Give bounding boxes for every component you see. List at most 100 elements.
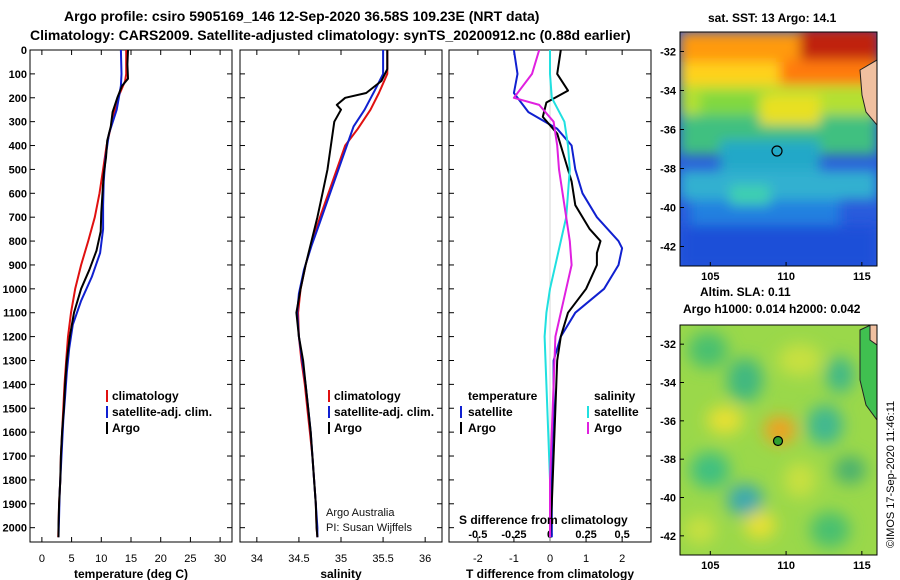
y-tick-label: 200: [9, 93, 27, 105]
legend-header-salinity: salinity: [594, 389, 636, 403]
series-line-climatology: [57, 50, 128, 538]
x-tick-label: 2: [619, 553, 625, 565]
y-tick-label: 700: [9, 212, 27, 224]
map-y-tick-label: -32: [660, 339, 676, 351]
series-line-satellite-temperature-: [512, 50, 624, 538]
x-tick-label: 0: [39, 553, 45, 565]
map-y-tick-label: -42: [660, 531, 676, 543]
sla-map-panel: Altim. SLA: 0.11 Argo h1000: 0.014 h2000…: [660, 285, 878, 572]
y-tick-label: 1200: [3, 332, 27, 344]
map-x-tick-label: 115: [853, 560, 871, 572]
legend-s-argo: Argo: [594, 421, 622, 435]
x-tick-label: 25: [184, 553, 196, 565]
legend-t-argo: Argo: [468, 421, 496, 435]
legend-t-satellite: satellite: [468, 405, 513, 419]
s-tick-label: -0.5: [468, 529, 487, 541]
map-y-tick-label: -38: [660, 454, 676, 466]
s-tick-label: -0.25: [501, 529, 526, 541]
x-tick-label: 34: [251, 553, 263, 565]
y-tick-label: 100: [9, 69, 27, 81]
map-x-tick-label: 110: [777, 560, 795, 572]
x-tick-label: 30: [214, 553, 226, 565]
series-line-satellite-salinity-: [543, 50, 571, 538]
y-tick-label: 0: [21, 45, 27, 57]
sst-map-panel: sat. SST: 13 Argo: 14.1 105 110 1: [660, 11, 878, 283]
s-difference-label: S difference from climatology: [459, 513, 628, 527]
y-tick-label: 800: [9, 236, 27, 248]
imos-watermark: ©IMOS 17-Sep-2020 11:46:11: [885, 401, 897, 548]
figure-title-line1: Argo profile: csiro 5905169_146 12-Sep-2…: [64, 8, 539, 24]
s-tick-label: 0.25: [575, 529, 596, 541]
y-tick-label: 1600: [3, 427, 27, 439]
series-line-argo: [57, 50, 129, 538]
figure-title-line2: Climatology: CARS2009. Satellite-adjuste…: [30, 27, 631, 43]
legend-climatology: climatology: [112, 389, 179, 403]
y-tick-label: 1700: [3, 451, 27, 463]
sla-argo-marker: [772, 435, 784, 447]
s-tick-label: 0.5: [614, 529, 629, 541]
sla-map-title: Argo h1000: 0.014 h2000: 0.042: [683, 302, 861, 316]
plot-frame: [239, 49, 443, 543]
map-y-tick-label: -40: [660, 493, 676, 505]
x-tick-label: -1: [509, 553, 519, 565]
x-tick-label: -2: [473, 553, 483, 565]
annotation-argo-australia: Argo Australia: [326, 507, 395, 519]
x-tick-label: 35.5: [372, 553, 393, 565]
series-line-satellite-adj-clim-: [296, 50, 385, 538]
y-tick-label: 300: [9, 117, 27, 129]
x-axis-label: salinity: [320, 567, 362, 580]
map-x-tick-label: 110: [777, 271, 795, 283]
x-tick-label: 35: [335, 553, 347, 565]
y-tick-label: 1900: [3, 499, 27, 511]
map-y-tick-label: -32: [660, 47, 676, 59]
y-tick-label: 500: [9, 164, 27, 176]
series-line-argo-salinity-: [512, 50, 573, 538]
map-y-tick-label: -40: [660, 203, 676, 215]
x-axis-label: temperature (deg C): [74, 567, 188, 580]
map-y-tick-label: -36: [660, 125, 676, 137]
map-x-tick-label: 115: [853, 271, 871, 283]
map-x-tick-label: 105: [701, 560, 719, 572]
y-tick-label: 1300: [3, 355, 27, 367]
y-tick-label: 1100: [3, 308, 27, 320]
y-tick-label: 1500: [3, 403, 27, 415]
y-tick-label: 400: [9, 141, 27, 153]
legend-climatology: climatology: [334, 389, 401, 403]
y-tick-label: 900: [9, 260, 27, 272]
annotation-pi: PI: Susan Wijffels: [326, 522, 412, 534]
x-tick-label: 1: [583, 553, 589, 565]
map-y-tick-label: -38: [660, 164, 676, 176]
y-tick-label: 1400: [3, 379, 27, 391]
y-tick-label: 1800: [3, 475, 27, 487]
y-tick-label: 600: [9, 188, 27, 200]
x-tick-label: 34.5: [288, 553, 309, 565]
x-tick-label: 15: [125, 553, 137, 565]
x-tick-label: 0: [547, 553, 553, 565]
x-tick-label: 20: [155, 553, 167, 565]
legend-s-satellite: satellite: [594, 405, 639, 419]
x-tick-label: 10: [95, 553, 107, 565]
legend-argo: Argo: [112, 421, 140, 435]
map-y-tick-label: -42: [660, 242, 676, 254]
sla-map-subtitle: Altim. SLA: 0.11: [700, 285, 791, 299]
x-tick-label: 36: [419, 553, 431, 565]
legend-satellite-adj: satellite-adj. clim.: [334, 405, 434, 419]
legend-header-temperature: temperature: [468, 389, 538, 403]
map-y-tick-label: -34: [660, 86, 677, 98]
temperature-profile-panel: 0100200300400500600700800900100011001200…: [3, 45, 233, 580]
difference-legend: temperature salinity satellite Argo sate…: [459, 389, 639, 527]
series-line-climatology: [297, 50, 389, 538]
y-tick-label: 1000: [3, 284, 27, 296]
temperature-legend: climatology satellite-adj. clim. Argo: [106, 389, 212, 435]
sst-heatmap: [680, 32, 877, 266]
difference-profile-panel: -2 -1 0 1 2-0.5 -0.25 0 0.25 0.5T difference fro…: [448, 49, 652, 580]
series-line-argo-temperature-: [541, 50, 602, 538]
map-y-tick-label: -34: [660, 378, 677, 390]
map-y-tick-label: -36: [660, 416, 676, 428]
map-x-tick-label: 105: [701, 271, 719, 283]
salinity-legend: climatology satellite-adj. clim. Argo Ar…: [326, 389, 434, 534]
sst-argo-marker: [771, 145, 783, 157]
legend-argo: Argo: [334, 421, 362, 435]
x-axis-label: T difference from climatology: [466, 567, 634, 580]
